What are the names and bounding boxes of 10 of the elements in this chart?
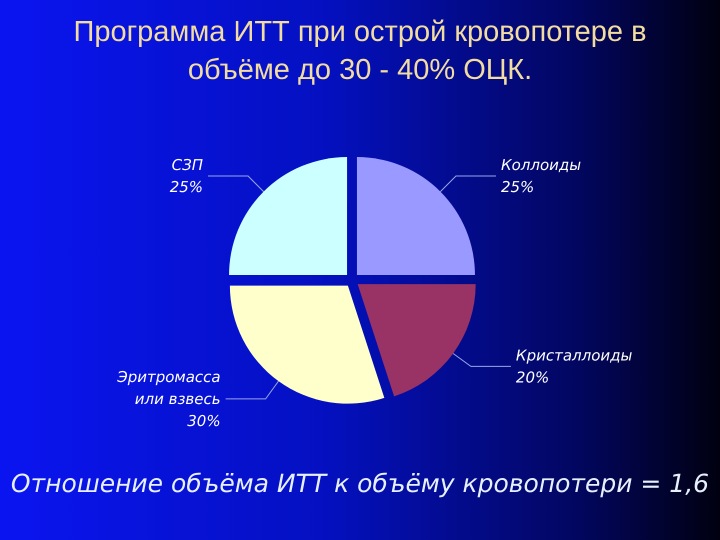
data-label: 30%: [187, 412, 221, 430]
data-label: 25%: [170, 178, 204, 196]
chart-title: Программа ИТТ при острой кровопотере в объёме до 30 - 40% ОЦК.: [74, 16, 646, 86]
text: Отношение объёма ИТТ к объёму кровопотери = 1,6: [10, 469, 710, 498]
slice-label: СЗП: [172, 156, 204, 174]
slice-label: Коллоиды: [500, 156, 582, 174]
data-label: 20%: [516, 368, 550, 386]
slice-label: Кристаллоиды: [516, 346, 632, 364]
slice-label: Эритромасса или взвесь: [116, 368, 221, 408]
data-label: 25%: [500, 178, 534, 196]
